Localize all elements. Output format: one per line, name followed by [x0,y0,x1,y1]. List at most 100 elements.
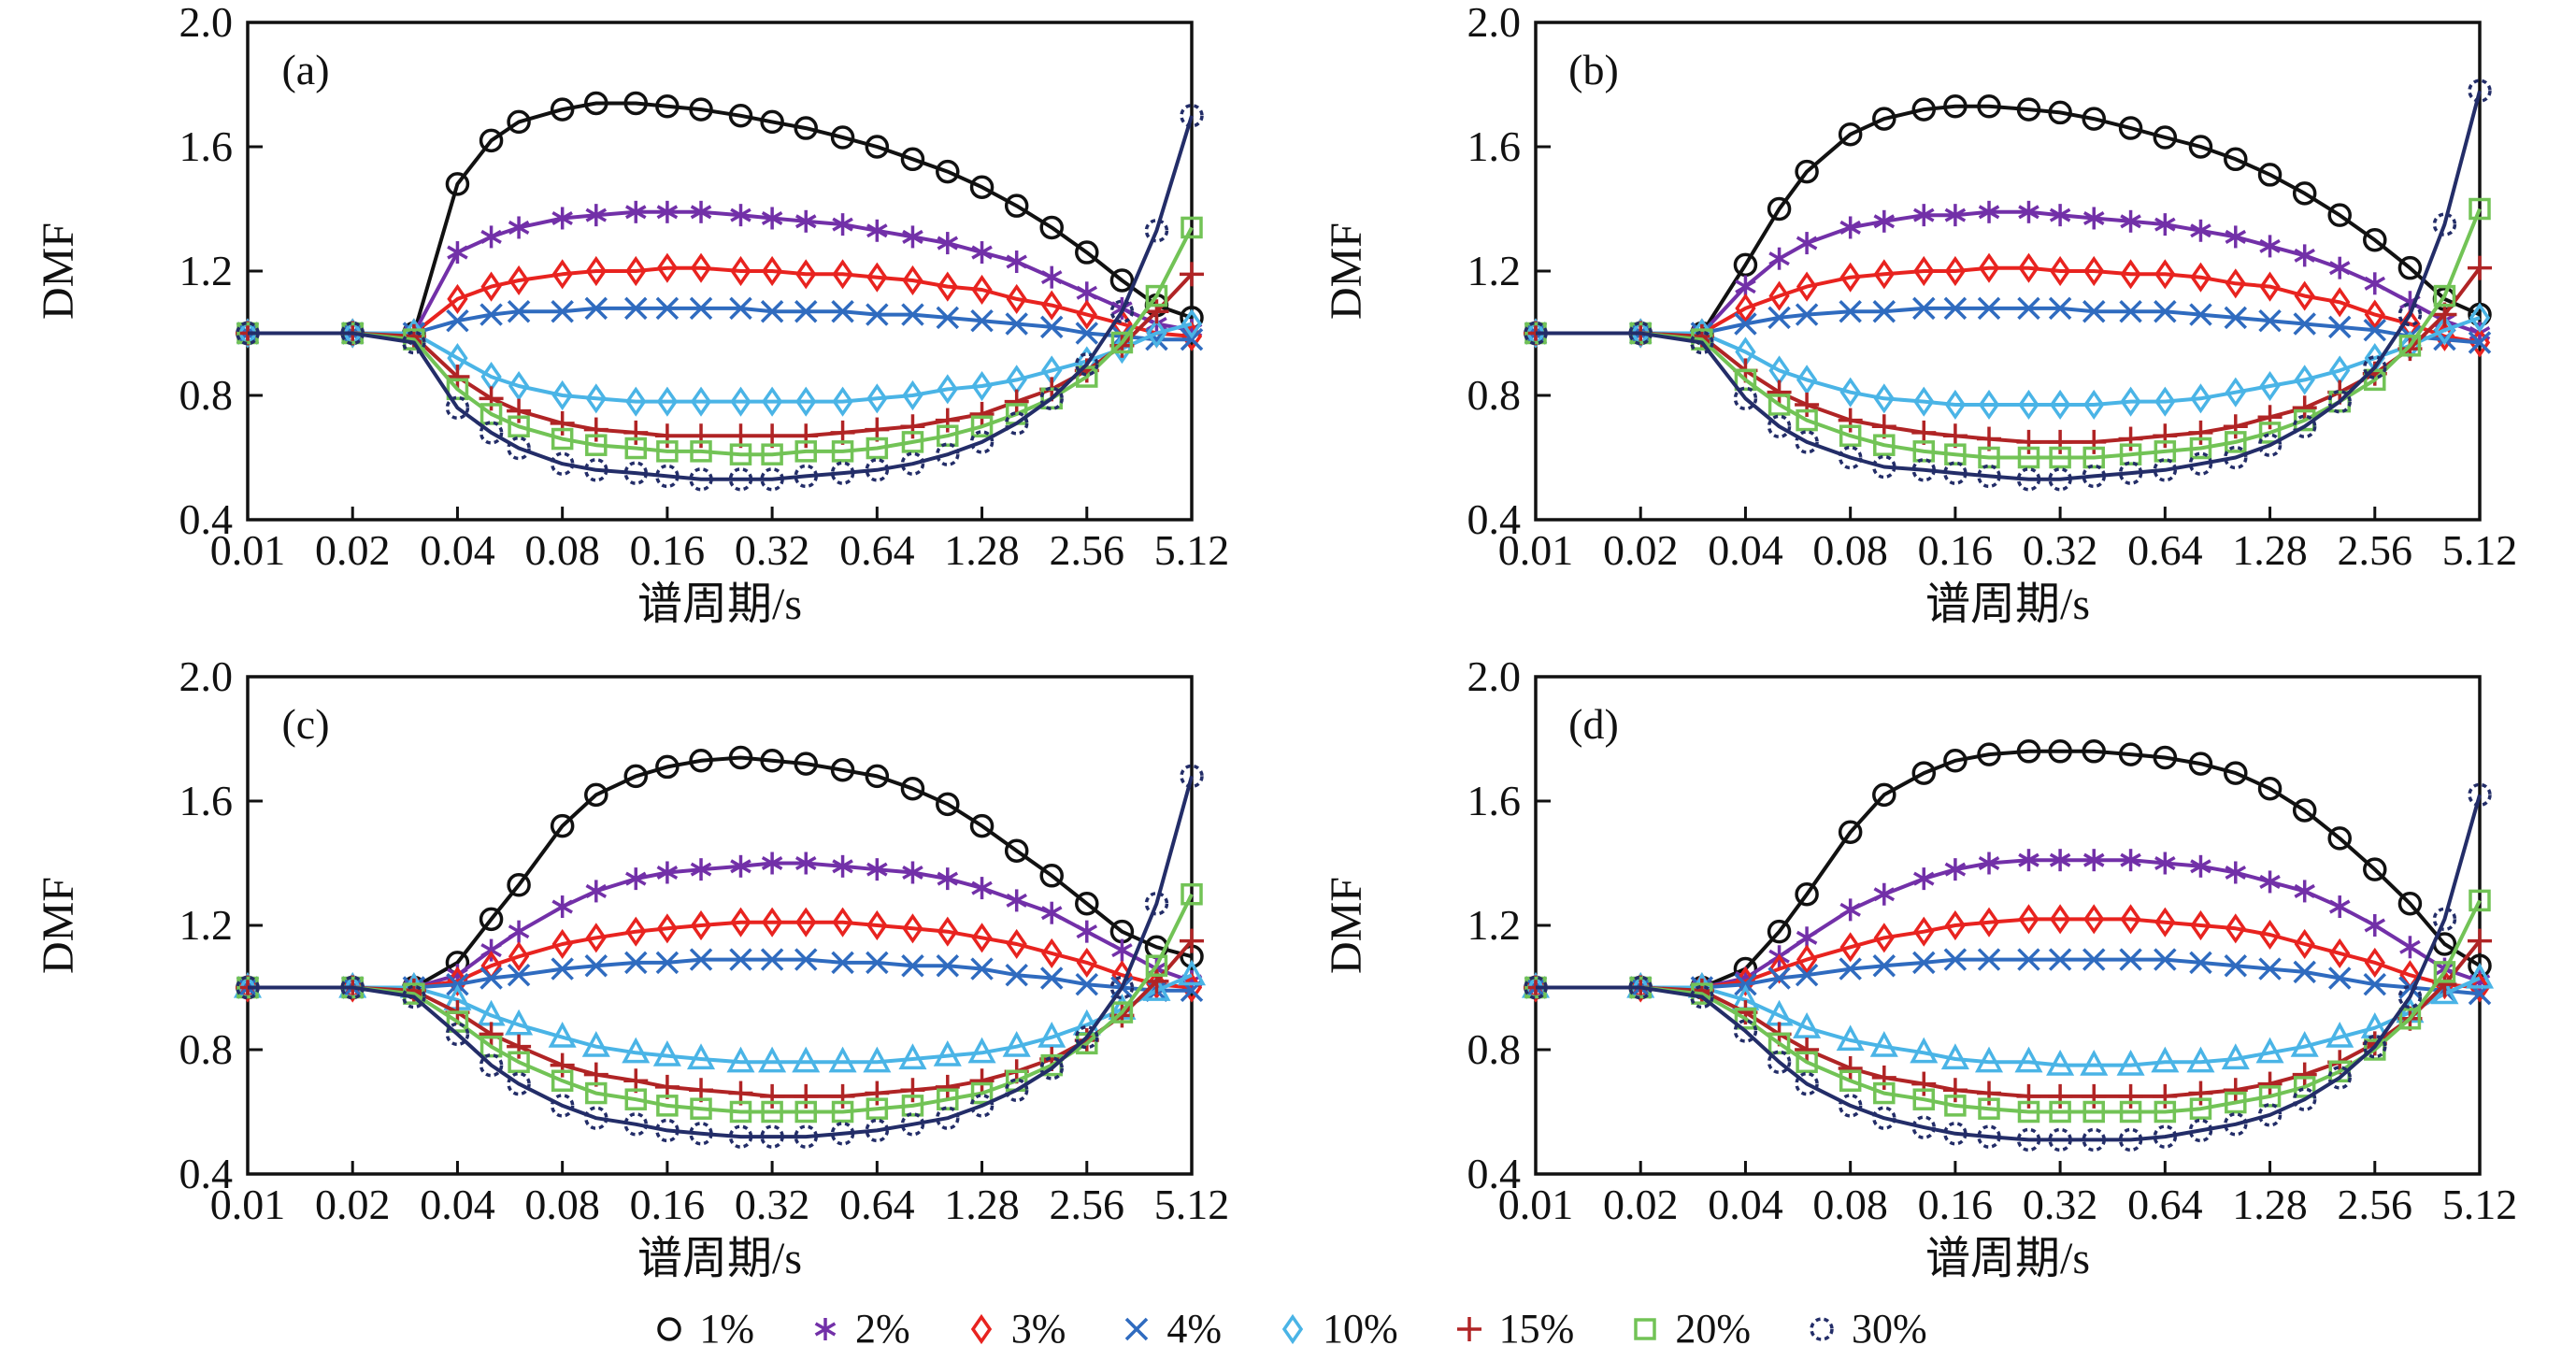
series-3pct-marker [2469,972,2491,1003]
series-20pct-line [248,893,1194,1114]
series-20pct-marker [1767,1032,1791,1055]
series-20pct-marker [446,1010,469,1033]
series-10pct-line [248,322,1193,404]
series-2pct-marker [2190,854,2211,878]
y-tick-label: 2.0 [179,0,234,46]
series-2pct-marker [1913,867,1935,891]
series-30pct-marker [1180,764,1204,789]
series-1pct-marker [1943,749,1968,773]
series-20pct-marker [1839,1069,1862,1092]
legend-item-2pct: 2% [805,1309,910,1350]
series-30pct-marker [236,975,260,1000]
series-4pct-marker [551,957,574,981]
series-4pct-marker [901,953,924,978]
series-3pct-marker [480,271,502,302]
series-1pct-marker [1075,240,1099,265]
series-30pct-marker [760,1124,784,1149]
series-4pct-marker [1943,948,1968,971]
series-10pct-marker [2049,389,2071,421]
series-15pct-marker [969,1068,995,1094]
series-20pct-marker [831,1100,854,1124]
series-15pct-marker [2048,429,2073,454]
series-20pct-marker [2049,446,2071,469]
series-4pct-marker [2017,296,2040,321]
series-15pct-marker [479,386,504,411]
series-4pct-markers [236,296,1204,351]
series-3pct-marker [585,923,607,953]
x-tick-label: 0.02 [1603,1181,1679,1228]
subplot-d: 0.4 0.8 1.2 1.6 2.0 0.01 0.02 0.04 0.08 0.16 0.32 0… [1322,654,2517,1283]
series-30pct-marker [830,461,855,485]
series-1pct-marker [936,792,960,817]
series-15pct-marker [2223,414,2248,439]
series-15pct-marker [479,1022,504,1047]
series-15pct-marker [2188,420,2213,445]
series-30pct-marker [402,330,426,355]
series-1pct-marker [2257,163,2283,187]
series-20pct-marker [1145,954,1168,977]
series-15pct-marker [794,1083,819,1109]
series-30pct-marker [794,464,818,489]
series-1pct-marker [2048,739,2072,764]
series-3pct-marker [2120,904,2141,935]
series-10pct-marker [792,1046,821,1073]
x-tick-label: 2.56 [2338,526,2413,574]
series-20pct-marker [1734,1008,1757,1030]
series-4pct-marker [1767,966,1791,990]
series-1pct-marker [1039,864,1064,888]
series-30pct-marker [2224,445,2248,470]
series-2pct-marker [2364,914,2386,937]
series-20pct-marker [1944,443,1967,465]
legend-label-20pct: 20% [1675,1306,1751,1352]
series-30pct-marker [830,1122,855,1146]
series-1pct-marker [2118,116,2143,140]
series-4pct-marker [1839,957,1862,981]
series-3pct-marker [2190,909,2211,941]
series-20pct-marker [1912,440,1936,463]
series-1pct-marker [1767,919,1792,944]
series-4pct-marker [729,296,752,321]
series-15pct-marker [2016,1083,2041,1109]
series-10pct-marker [2255,1037,2284,1064]
series-3pct-marker [2364,299,2385,330]
series-10pct-marker [2469,302,2491,333]
series-30pct-marker [550,451,575,476]
series-30pct-marker [2082,464,2106,489]
series-2pct-marker [690,858,712,881]
series-2pct-marker [2259,235,2281,258]
subplot-letter: (c) [281,700,329,748]
x-tick-label: 0.01 [210,1181,286,1228]
series-20pct-line [248,226,1194,457]
series-2pct-marker [794,852,817,875]
series-4pct-marker [760,299,784,323]
series-30pct-marker [969,430,995,454]
series-30pct-marker [1767,414,1792,438]
series-4pct-marker [2189,951,2212,975]
series-1pct-marker [830,758,855,782]
series-3pct-marker [971,274,993,306]
series-20pct-marker [2364,368,2386,392]
series-15pct-marker [794,423,819,449]
series-2pct-marker [2328,256,2351,279]
series-30pct-marker [1977,1124,2001,1149]
series-2pct-marker [1839,216,1861,239]
series-15pct-marker [1942,1078,1968,1103]
x-tick-label: 2.56 [1050,1181,1125,1228]
series-30pct-marker [2397,302,2423,327]
y-tick-label: 0.8 [179,371,234,419]
series-3pct-marker [1873,923,1895,953]
series-10pct-marker [2326,1022,2354,1048]
series-1pct-line [1536,104,2481,336]
series-2pct-marker [971,241,993,265]
series-30pct-marker [689,467,713,492]
series-15pct-marker [1795,1038,1820,1062]
series-15pct-marker [1180,262,1204,287]
series-15pct-marker [583,417,608,442]
series-20pct-marker [729,1100,752,1124]
x-tick-label: 0.64 [2127,526,2203,574]
series-30pct-marker [1109,299,1135,323]
series-10pct-marker [2465,962,2495,989]
series-20pct-marker [2225,1091,2247,1114]
series-3pct-marker [2154,259,2176,290]
series-3pct-marker [1839,262,1861,293]
